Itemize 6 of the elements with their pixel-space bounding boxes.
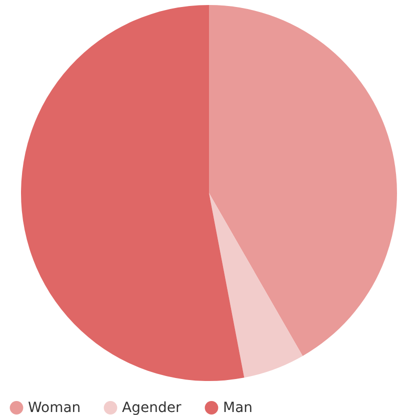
legend-label: Man [223, 400, 253, 415]
legend-label: Agender [122, 400, 182, 415]
pie-slice [209, 5, 397, 356]
legend-label: Woman [28, 400, 81, 415]
pie-slice [21, 5, 244, 381]
pie-slice [209, 193, 303, 378]
